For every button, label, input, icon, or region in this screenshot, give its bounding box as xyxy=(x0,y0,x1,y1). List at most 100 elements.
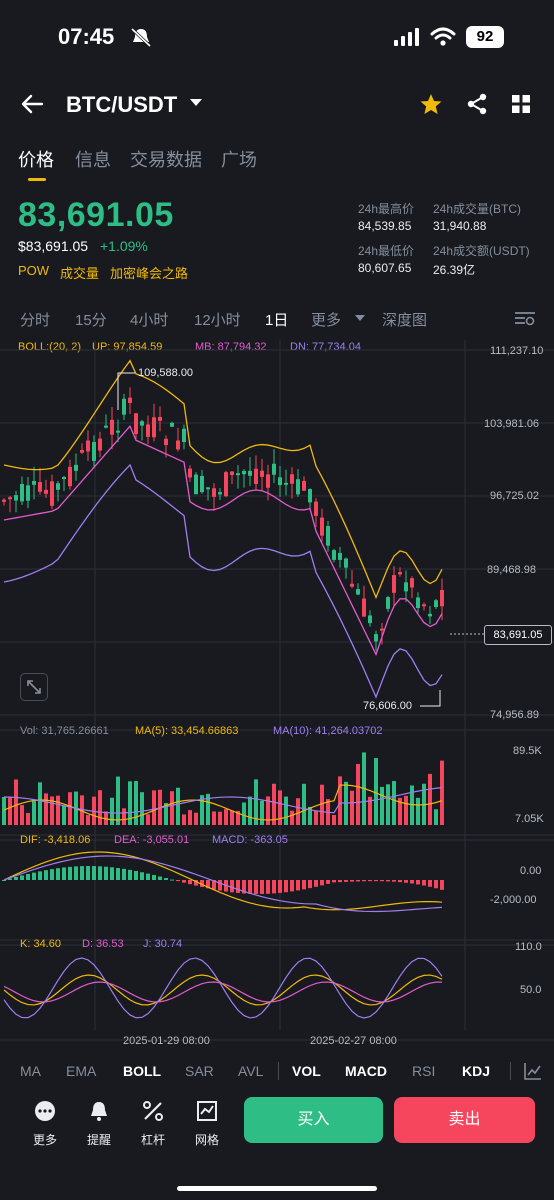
volume-bar xyxy=(26,812,30,825)
candle xyxy=(200,475,204,493)
nav-more[interactable]: 更多 xyxy=(25,1100,65,1148)
volume-bar xyxy=(128,781,132,825)
indicator-avl[interactable]: AVL xyxy=(238,1063,264,1079)
macd-bar xyxy=(380,880,384,882)
chevron-down-icon[interactable] xyxy=(190,99,202,107)
candle xyxy=(92,442,96,461)
tag-summit[interactable]: 加密峰会之路 xyxy=(110,266,189,281)
candle xyxy=(38,482,42,492)
nav-margin[interactable]: 杠杆 xyxy=(133,1100,173,1148)
macd-bar xyxy=(338,880,342,883)
macd-bar xyxy=(272,880,276,894)
indicator-ma[interactable]: MA xyxy=(20,1063,41,1079)
interval-12h[interactable]: 12小时 xyxy=(194,312,241,329)
volume-bar xyxy=(224,809,228,825)
volume-bar xyxy=(314,810,318,825)
buy-button[interactable]: 买入 xyxy=(244,1097,383,1143)
macd-bar xyxy=(350,880,354,882)
macd-bar xyxy=(68,866,72,880)
stat-turnover-label: 24h成交额(USDT) xyxy=(433,244,530,258)
nav-grid[interactable]: 网格 xyxy=(187,1100,227,1148)
macd-dif-line xyxy=(3,851,443,911)
macd-bar xyxy=(422,880,426,886)
indicator-kdj[interactable]: KDJ xyxy=(462,1063,491,1079)
indicator-divider xyxy=(278,1062,279,1080)
indicator-rsi[interactable]: RSI xyxy=(412,1063,436,1079)
interval-depth[interactable]: 深度图 xyxy=(382,312,428,329)
chart-settings-icon[interactable] xyxy=(515,310,535,326)
macd-layer xyxy=(2,851,444,913)
candle xyxy=(386,597,390,609)
stat-volume-label: 24h成交量(BTC) xyxy=(433,202,522,216)
indicator-sar[interactable]: SAR xyxy=(185,1063,214,1079)
vol-value: Vol: 31,765.26661 xyxy=(20,725,109,737)
share-icon[interactable] xyxy=(466,93,488,115)
macd-bar xyxy=(200,880,204,888)
candle xyxy=(278,477,282,486)
macd-bar xyxy=(440,880,444,890)
interval-1d[interactable]: 1日 xyxy=(265,312,289,329)
candle xyxy=(272,463,276,475)
tag-pow[interactable]: POW xyxy=(18,263,50,278)
indicator-vol[interactable]: VOL xyxy=(292,1063,321,1079)
volume-bar xyxy=(350,790,354,825)
stat-high-label: 24h最高价 xyxy=(358,202,415,216)
more-chevron-icon[interactable] xyxy=(355,315,365,322)
nav-more-label: 更多 xyxy=(32,1133,57,1147)
volume-bar xyxy=(332,814,336,825)
candle xyxy=(284,482,288,485)
interval-15m[interactable]: 15分 xyxy=(75,312,107,329)
indicator-boll[interactable]: BOLL xyxy=(123,1063,162,1079)
kline-chart[interactable] xyxy=(0,340,554,1050)
macd-bar xyxy=(80,866,84,880)
interval-4h[interactable]: 4小时 xyxy=(130,312,169,329)
candle xyxy=(152,417,156,438)
back-arrow-icon[interactable] xyxy=(20,94,44,114)
candle xyxy=(422,604,426,607)
kdj-d-line xyxy=(3,981,443,1003)
tab-trading-data[interactable]: 交易数据 xyxy=(130,150,202,170)
tab-info[interactable]: 信息 xyxy=(75,150,111,170)
volume-bar xyxy=(122,808,126,825)
kdj-axis-mid: 50.0 xyxy=(520,984,542,996)
candle xyxy=(416,597,420,609)
pair-title[interactable]: BTC/USDT xyxy=(66,92,178,117)
tab-square[interactable]: 广场 xyxy=(221,150,257,170)
candle xyxy=(350,583,354,587)
indicator-macd[interactable]: MACD xyxy=(345,1063,387,1079)
macd-bar xyxy=(206,880,210,889)
macd-bar xyxy=(140,872,144,880)
kdj-j-line xyxy=(3,957,443,1019)
candle xyxy=(392,575,396,593)
macd-bar xyxy=(236,880,240,894)
home-indicator xyxy=(177,1186,377,1191)
volume-bar xyxy=(80,795,84,825)
candle xyxy=(320,517,324,536)
date-label: 2025-01-29 08:00 xyxy=(123,1035,210,1047)
macd-bar xyxy=(158,876,162,880)
grid-menu-icon[interactable] xyxy=(512,95,530,113)
candle xyxy=(338,552,342,560)
candle xyxy=(218,492,222,495)
volume-bar xyxy=(236,810,240,825)
interval-timeshare[interactable]: 分时 xyxy=(20,312,51,329)
indicator-settings-icon[interactable] xyxy=(524,1062,542,1080)
tab-price[interactable]: 价格 xyxy=(18,150,54,170)
nav-alert[interactable]: 提醒 xyxy=(79,1100,119,1148)
macd-bar xyxy=(188,880,192,885)
kdj-k: K: 34.60 xyxy=(20,938,61,950)
low-marker-line xyxy=(420,690,441,707)
indicator-ema[interactable]: EMA xyxy=(66,1063,97,1079)
star-icon[interactable] xyxy=(420,93,442,115)
macd-bar xyxy=(86,866,90,880)
sell-button[interactable]: 卖出 xyxy=(394,1097,535,1143)
candle xyxy=(428,613,432,617)
volume-bar xyxy=(182,814,186,825)
volume-bar xyxy=(62,805,66,825)
volume-bar xyxy=(386,784,390,825)
macd-bar xyxy=(278,880,282,893)
interval-more[interactable]: 更多 xyxy=(311,312,342,329)
price-axis-label: 96,725.02 xyxy=(490,490,539,502)
tag-volume[interactable]: 成交量 xyxy=(60,266,100,281)
fullscreen-button[interactable] xyxy=(20,673,48,701)
